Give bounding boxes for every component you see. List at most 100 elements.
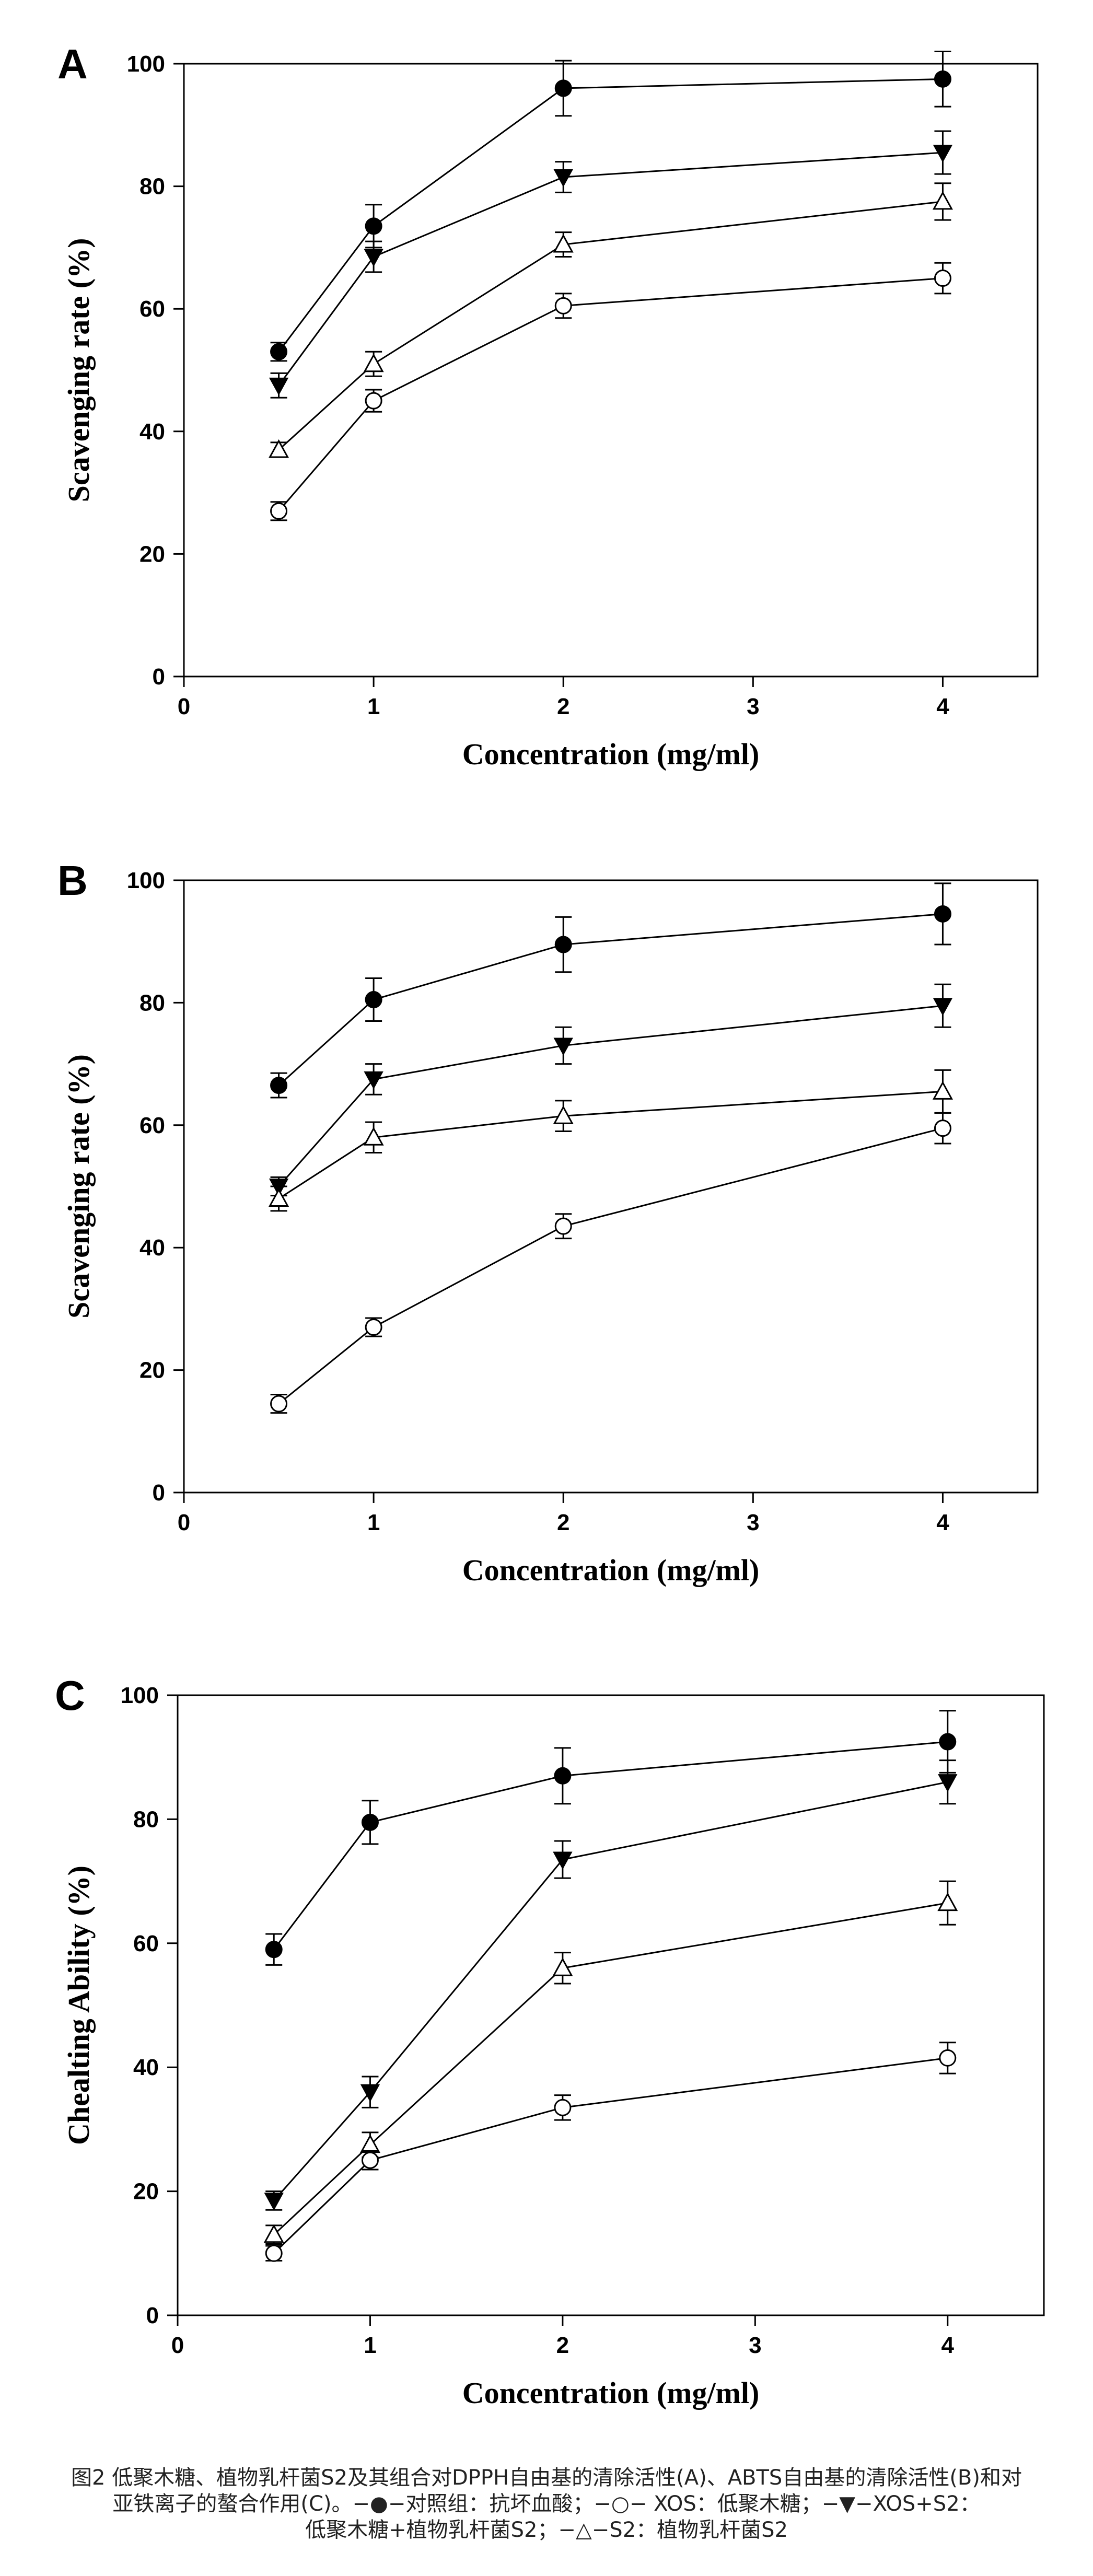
- data-point: [553, 1038, 573, 1056]
- data-point: [270, 343, 288, 360]
- data-point: [269, 439, 289, 458]
- y-tick-label: 0: [153, 1480, 165, 1506]
- plot-frame: [183, 63, 1039, 678]
- data-point: [938, 1774, 958, 1792]
- data-point: [939, 2049, 957, 2067]
- data-point: [934, 70, 951, 88]
- x-tick-label: 2: [556, 2333, 569, 2358]
- caption-line-3: 低聚木糖+植物乳杆菌S2；−△−S2：植物乳杆菌S2: [305, 2518, 788, 2542]
- data-point: [553, 234, 574, 253]
- series-filled-triangle-down: [264, 1759, 958, 2211]
- y-axis-title: Chealting Ability (%): [62, 1866, 96, 2145]
- data-point: [553, 1851, 573, 1870]
- series-line: [273, 1902, 948, 2235]
- data-point: [269, 1188, 289, 1207]
- data-point: [554, 1767, 572, 1785]
- y-tick-label: 20: [139, 541, 165, 567]
- series-line: [273, 1781, 948, 2201]
- series-line: [278, 151, 943, 386]
- y-axis-title: Scavenging rate (%): [62, 1054, 96, 1319]
- x-tick-label: 1: [367, 694, 380, 719]
- data-point: [932, 191, 953, 210]
- series-open-circle: [265, 2042, 957, 2262]
- x-tick-label: 3: [747, 1510, 759, 1535]
- y-tick-label: 20: [133, 2179, 159, 2205]
- data-point: [365, 1319, 382, 1336]
- x-tick-label: 0: [171, 2333, 184, 2358]
- data-point: [934, 270, 951, 287]
- data-point: [552, 1957, 573, 1976]
- data-point: [364, 1071, 383, 1089]
- data-point: [554, 1217, 572, 1235]
- data-point: [553, 1105, 574, 1124]
- y-tick-label: 40: [139, 1235, 165, 1261]
- data-point: [365, 392, 382, 410]
- data-point: [937, 1892, 958, 1911]
- data-point: [361, 2151, 379, 2169]
- y-tick-label: 0: [146, 2303, 159, 2328]
- data-point: [933, 998, 953, 1016]
- x-tick-label: 3: [749, 2333, 761, 2358]
- series-line: [278, 913, 943, 1086]
- x-tick-label: 0: [178, 694, 190, 719]
- y-tick-label: 80: [139, 990, 165, 1016]
- data-point: [933, 145, 953, 163]
- panel-label: A: [57, 41, 88, 87]
- data-point: [554, 297, 572, 314]
- series-line: [278, 277, 943, 512]
- data-point: [265, 2244, 283, 2262]
- series-line: [278, 1005, 943, 1187]
- series-line: [278, 1127, 943, 1405]
- y-tick-label: 20: [139, 1358, 165, 1383]
- data-point: [554, 936, 572, 953]
- data-point: [365, 217, 382, 235]
- x-tick-label: 1: [364, 2333, 376, 2358]
- data-point: [360, 2084, 380, 2102]
- data-point: [269, 377, 289, 395]
- data-point: [553, 169, 573, 188]
- panel-label: B: [57, 857, 88, 904]
- y-tick-label: 60: [133, 1931, 159, 1956]
- data-point: [363, 1127, 384, 1146]
- y-tick-label: 60: [139, 296, 165, 322]
- data-point: [361, 1813, 379, 1831]
- data-point: [270, 1395, 288, 1413]
- series-line: [278, 1090, 943, 1199]
- x-tick-label: 0: [178, 1510, 190, 1535]
- x-tick-label: 4: [936, 1510, 949, 1535]
- x-tick-label: 1: [367, 1510, 380, 1535]
- x-axis-title: Concentration (mg/ml): [462, 1553, 760, 1587]
- x-tick-label: 2: [557, 694, 569, 719]
- series-open-circle: [270, 262, 951, 521]
- data-point: [934, 905, 951, 923]
- series-line: [278, 78, 943, 353]
- series-line: [273, 2057, 948, 2254]
- series-filled-triangle-down: [269, 130, 953, 399]
- series-open-circle: [270, 1112, 951, 1414]
- plot-frame: [183, 879, 1039, 1494]
- y-tick-label: 100: [127, 868, 165, 893]
- data-point: [932, 1081, 953, 1100]
- y-axis-title: Scavenging rate (%): [62, 238, 96, 503]
- series-filled-circle: [270, 882, 951, 1099]
- x-tick-label: 4: [941, 2333, 955, 2358]
- data-point: [263, 2224, 284, 2243]
- x-tick-label: 3: [747, 694, 759, 719]
- x-tick-label: 2: [557, 1510, 569, 1535]
- series-open-triangle-up: [269, 1069, 953, 1212]
- y-tick-label: 40: [139, 419, 165, 445]
- y-tick-label: 100: [121, 1683, 159, 1708]
- data-point: [365, 991, 382, 1009]
- caption-line-1: 图2 低聚木糖、植物乳杆菌S2及其组合对DPPH自由基的清除活性(A)、ABTS…: [71, 2466, 1022, 2490]
- y-tick-label: 80: [133, 1806, 159, 1832]
- data-point: [939, 1733, 957, 1751]
- series-line: [278, 201, 943, 451]
- x-axis-title: Concentration (mg/ml): [462, 737, 760, 771]
- data-point: [270, 502, 288, 520]
- y-tick-label: 100: [127, 51, 165, 77]
- plot-frame: [177, 1694, 1045, 2316]
